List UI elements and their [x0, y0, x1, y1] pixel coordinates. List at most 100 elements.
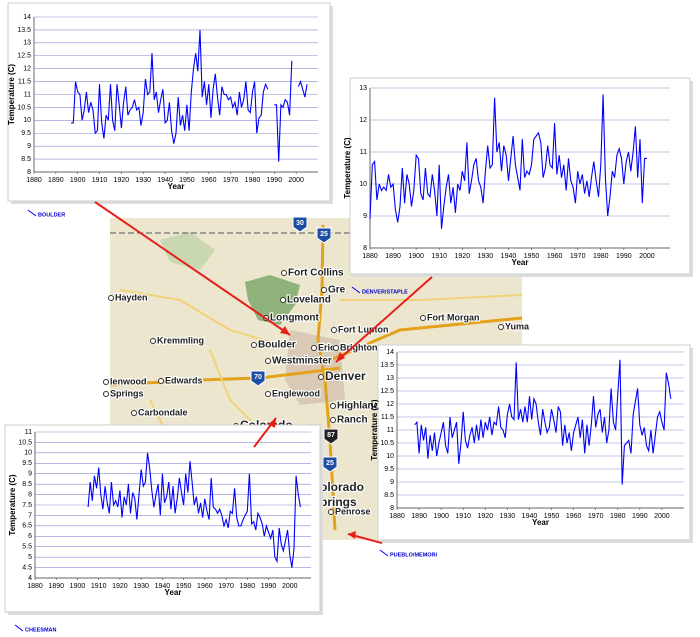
- map-label: Englewood: [272, 388, 320, 398]
- chart: 8 8.5 9 9.5 10 10.5 11 11.5 12 12.5 13 13.5 14 1880 18…: [7, 2, 333, 204]
- x-tick-label: 1920: [455, 253, 471, 260]
- map-label: Springs: [110, 388, 144, 398]
- y-tick-label: 10.5: [18, 439, 32, 446]
- town-marker: [265, 391, 271, 397]
- map-label: Fort Lupton: [338, 324, 388, 334]
- data-line: [414, 359, 672, 485]
- arrow-head: [348, 531, 356, 539]
- town-marker: [131, 410, 137, 416]
- town-marker: [328, 509, 334, 515]
- x-tick-label: 2000: [282, 583, 298, 590]
- map-label: Fort Collins: [288, 268, 344, 279]
- y-axis-title: Temperature (C): [370, 399, 379, 461]
- x-tick-label: 1960: [547, 253, 563, 260]
- town-marker: [321, 287, 327, 293]
- map-label: Ranch: [337, 415, 368, 426]
- arrow-head: [336, 352, 345, 362]
- y-tick-label: 13: [23, 40, 31, 47]
- y-tick-label: 9: [363, 213, 367, 220]
- town-marker: [108, 295, 114, 301]
- x-tick-label: 1960: [566, 513, 582, 520]
- x-tick-label: 1990: [267, 177, 283, 184]
- x-tick-label: 1910: [91, 583, 107, 590]
- x-tick-label: 1940: [501, 253, 517, 260]
- map-label: Hayden: [115, 292, 148, 302]
- forest: [160, 232, 215, 270]
- map-label: olorado: [320, 480, 364, 494]
- map-label: Longmont: [270, 313, 320, 324]
- map-label: Carbondale: [138, 407, 188, 417]
- x-axis-title: Year: [532, 518, 549, 527]
- x-tick-label: 1890: [48, 583, 64, 590]
- town-marker: [280, 297, 286, 303]
- data-line: [87, 452, 301, 568]
- chart-frame: [349, 77, 691, 275]
- chart: 8 9 10 11 12 13 1880 1890 1900 1910 1920 1930 1940 19…: [343, 77, 693, 277]
- legend-swatch: [14, 624, 24, 632]
- x-tick-label: 1900: [70, 177, 86, 184]
- x-tick-label: 1880: [27, 583, 43, 590]
- x-tick-label: 1950: [524, 253, 540, 260]
- map-label: Boulder: [258, 340, 296, 351]
- y-tick-label: 9.5: [384, 466, 394, 473]
- y-tick-label: 13: [359, 85, 367, 92]
- map-label: prings: [320, 495, 357, 509]
- y-tick-label: 7: [28, 512, 32, 519]
- urban-area: [285, 330, 345, 405]
- shield-number: 87: [327, 432, 335, 439]
- y-tick-label: 7.5: [22, 502, 32, 509]
- x-tick-label: 1940: [155, 583, 171, 590]
- y-tick-label: 6.5: [22, 523, 32, 530]
- town-marker: [311, 345, 317, 351]
- y-tick-label: 9: [390, 479, 394, 486]
- map-label: Loveland: [287, 295, 331, 306]
- y-tick-label: 6: [28, 533, 32, 540]
- y-tick-label: 14: [386, 349, 394, 356]
- town-marker: [251, 342, 257, 348]
- y-tick-label: 11: [24, 91, 31, 98]
- x-tick-label: 1920: [114, 177, 130, 184]
- road: [209, 349, 261, 431]
- x-tick-label: 1970: [218, 583, 234, 590]
- x-tick-label: 1990: [632, 513, 648, 520]
- arrows: [94, 201, 433, 544]
- x-tick-label: 1950: [179, 177, 195, 184]
- legend-swatch: [27, 209, 37, 217]
- y-tick-label: 13: [386, 375, 394, 382]
- town-marker: [420, 315, 426, 321]
- x-tick-label: 1990: [261, 583, 277, 590]
- x-tick-label: 1980: [240, 583, 256, 590]
- town-marker: [318, 374, 324, 380]
- x-tick-label: 1880: [26, 177, 42, 184]
- x-tick-label: 1900: [70, 583, 86, 590]
- y-tick-label: 10: [24, 450, 32, 457]
- y-tick-label: 8.5: [21, 156, 31, 163]
- map-label: Highlands: [337, 401, 386, 412]
- town-marker: [331, 327, 337, 333]
- y-tick-label: 8.5: [384, 492, 394, 499]
- y-tick-label: 4: [28, 575, 32, 582]
- x-tick-label: 1910: [455, 513, 471, 520]
- x-axis-title: Year: [168, 182, 185, 191]
- y-tick-label: 12.5: [17, 53, 31, 60]
- x-tick-label: 1970: [223, 177, 239, 184]
- y-tick-label: 10.5: [380, 440, 394, 447]
- x-tick-label: 1940: [157, 177, 173, 184]
- x-tick-label: 1890: [48, 177, 64, 184]
- chart-frame: [7, 2, 331, 202]
- y-tick-label: 5.5: [22, 544, 32, 551]
- y-tick-label: 12: [359, 117, 367, 124]
- highway: [316, 224, 337, 531]
- chart: 4 4.5 5 5.5 6 6.5 7 7.5 8 8.5 9 9.5 10 10.5 11 1880 1890…: [4, 424, 323, 615]
- x-tick-label: 1930: [135, 177, 151, 184]
- x-tick-label: 1970: [588, 513, 604, 520]
- x-tick-label: 1880: [362, 253, 378, 260]
- x-tick-label: 1980: [245, 177, 261, 184]
- legend-label: PUEBLO/MEMORI: [390, 552, 438, 558]
- map-label: Brighton: [340, 342, 378, 352]
- x-tick-label: 1900: [433, 513, 449, 520]
- x-tick-label: 2000: [288, 177, 304, 184]
- y-tick-label: 10: [359, 181, 367, 188]
- x-tick-label: 1980: [610, 513, 626, 520]
- y-tick-label: 10: [23, 117, 31, 124]
